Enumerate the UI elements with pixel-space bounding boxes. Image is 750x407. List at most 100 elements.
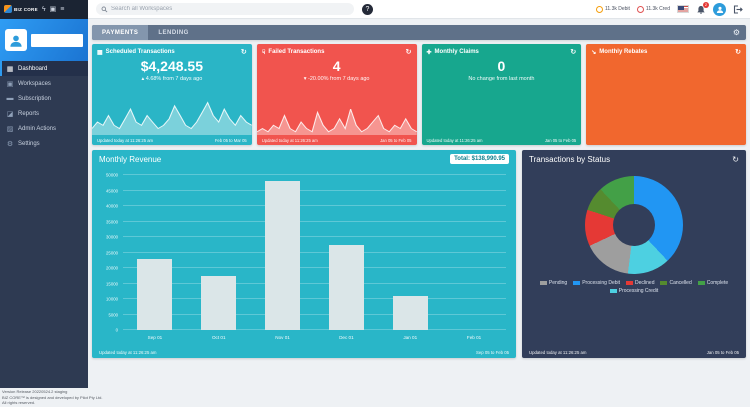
sidebar-item-reports[interactable]: ◪ Reports — [0, 106, 88, 121]
card-range-text: Jan 05 to Feb 05 — [544, 138, 577, 143]
debit-indicator-icon — [595, 5, 603, 13]
y-tick-label: 20000 — [106, 265, 118, 271]
sidebar-item-label: Admin Actions — [18, 125, 57, 132]
legend-item-processing-credit[interactable]: Processing Credit — [609, 288, 658, 294]
y-tick-label: 30000 — [106, 234, 118, 240]
stat-card-2: ✚ Monthly Claims ↻ 0 No change from last mon… — [421, 44, 582, 145]
locale-flag-icon[interactable] — [677, 5, 689, 13]
y-axis-labels: 0 5000 10000 15000 20000 25000 30000 35000 40000… — [100, 173, 121, 333]
panel-title: Transactions by Status — [529, 155, 611, 164]
y-tick-label: 40000 — [106, 203, 118, 209]
legend-swatch — [697, 281, 705, 285]
bell-icon — [697, 5, 705, 14]
bar-oct-01 — [201, 275, 237, 330]
notification-count-badge: 2 — [703, 1, 709, 8]
card-value: $4,248.55 — [140, 58, 204, 74]
card-title: Scheduled Transactions — [105, 49, 175, 55]
user-name-redacted — [31, 33, 83, 47]
quick-actions-icon[interactable]: ϟ — [41, 5, 46, 13]
bar-column — [378, 175, 442, 330]
sidebar-item-admin-actions[interactable]: ▨ Admin Actions — [0, 121, 88, 136]
dashboard-settings-icon[interactable]: ⚙ — [732, 28, 740, 37]
sidebar-item-label: Subscription — [18, 95, 52, 102]
card-value: 0 — [497, 58, 506, 74]
sidebar-item-dashboard[interactable]: ▦ Dashboard — [0, 61, 88, 76]
bar-sep-01 — [137, 258, 173, 330]
user-panel[interactable] — [0, 19, 88, 61]
card-range-text: Feb 05 to Mar 05 — [214, 138, 247, 143]
x-tick-label: Jan 01 — [403, 334, 418, 340]
legend-item-declined[interactable]: Declined — [626, 280, 654, 286]
sidebar-menu: ▦ Dashboard ▣ Workspaces ▬ Subscription ◪ Repor… — [0, 61, 88, 151]
sidebar-item-settings[interactable]: ⚙ Settings — [0, 136, 88, 151]
gridline — [123, 251, 506, 253]
legend-label: Pending — [548, 280, 568, 286]
credit-stat-label: 11.3k Cred — [645, 6, 670, 12]
legend-item-processing-debit[interactable]: Processing Debit — [573, 280, 620, 286]
menu-icon[interactable]: ≡ — [60, 5, 65, 13]
gridline — [123, 267, 506, 268]
sidebar-item-subscription[interactable]: ▬ Subscription — [0, 91, 88, 106]
search-bar[interactable] — [96, 3, 354, 15]
donut-hole — [613, 204, 655, 246]
notifications-button[interactable]: 2 — [696, 1, 709, 14]
y-tick-label: 10000 — [106, 296, 118, 302]
refresh-icon[interactable]: ↻ — [732, 155, 739, 164]
panel-title: Monthly Revenue — [99, 154, 162, 164]
legend-item-cancelled[interactable]: Cancelled — [660, 280, 692, 286]
transactions-status-panel: Transactions by Status ↻ Pending Processi… — [522, 150, 746, 358]
user-avatar-button[interactable] — [713, 2, 726, 16]
card-delta: ▾ -20.00% from 7 days ago — [303, 76, 370, 82]
x-tick-label: Sep 01 — [147, 334, 163, 340]
rebates-icon: ↘ — [591, 49, 597, 56]
sidebar-item-workspaces[interactable]: ▣ Workspaces — [0, 76, 88, 91]
refresh-icon[interactable]: ↻ — [735, 49, 741, 56]
card-header: ▦ Scheduled Transactions ↻ — [92, 44, 252, 56]
dashboard-icon: ▦ — [6, 65, 14, 73]
legend-item-complete[interactable]: Complete — [697, 280, 729, 286]
debit-stat-pill[interactable]: 11.3k Debit — [595, 5, 630, 13]
legend-swatch — [626, 281, 634, 285]
stat-card-1: ☟ Failed Transactions ↻ 4 ▾ -20.00% from 7 d… — [256, 44, 417, 145]
chart-legend: Pending Processing Debit Declined Cancelled… — [530, 280, 738, 294]
thumbs-down-icon: ☟ — [261, 49, 266, 56]
y-tick-label: 15000 — [106, 281, 118, 286]
logout-button[interactable] — [733, 4, 743, 14]
bar-column — [123, 175, 187, 330]
stat-cards-row: ▦ Scheduled Transactions ↻ $4,248.55 ▴ 4.68%… — [92, 44, 746, 145]
gridline — [123, 236, 506, 237]
refresh-icon[interactable]: ↻ — [240, 49, 247, 56]
y-tick-label: 35000 — [106, 219, 118, 224]
admin-actions-icon: ▨ — [6, 125, 14, 133]
panel-header: Monthly Revenue Total: $138,990.95 — [92, 150, 516, 168]
card-footer: Updated today at 11:26:25 am Jan 05 to Fe… — [427, 138, 577, 143]
sidebar-user-avatar — [5, 29, 27, 51]
range-text: Sep 05 to Feb 05 — [476, 350, 509, 355]
gridline — [123, 220, 506, 222]
search-input[interactable] — [111, 6, 349, 12]
credit-stat-pill[interactable]: 11.3k Cred — [636, 5, 670, 13]
refresh-icon[interactable]: ↻ — [570, 49, 577, 56]
sparkline-chart — [256, 108, 417, 135]
card-updated-text: Updated today at 11:26:25 am — [426, 138, 483, 143]
card-title: Monthly Claims — [434, 49, 479, 55]
card-title: Failed Transactions — [268, 49, 325, 55]
plot-area — [123, 174, 506, 330]
x-tick-label: Feb 01 — [466, 334, 482, 340]
refresh-icon[interactable]: ↻ — [405, 49, 412, 56]
sidebar-item-label: Dashboard — [18, 65, 48, 72]
help-button[interactable]: ? — [362, 3, 373, 15]
tab-lending[interactable]: LENDING — [158, 29, 189, 36]
settings-icon: ⚙ — [6, 140, 14, 148]
card-header: ↘ Monthly Rebates ↻ — [586, 44, 746, 56]
app-logo-icon[interactable] — [4, 5, 12, 13]
gridline — [123, 313, 506, 315]
legend-label: Complete — [706, 280, 729, 286]
legend-item-pending[interactable]: Pending — [539, 280, 568, 286]
x-axis-labels: Sep 01 Oct 01 Nov 01 Dec 01 Jan 01 Feb 01 — [123, 332, 506, 342]
card-delta: No change from last month — [468, 76, 535, 82]
apps-icon[interactable]: ▣ — [49, 5, 57, 13]
card-updated-text: Updated today at 11:26:25 am — [97, 138, 154, 143]
tab-payments[interactable]: PAYMENTS — [92, 25, 149, 40]
